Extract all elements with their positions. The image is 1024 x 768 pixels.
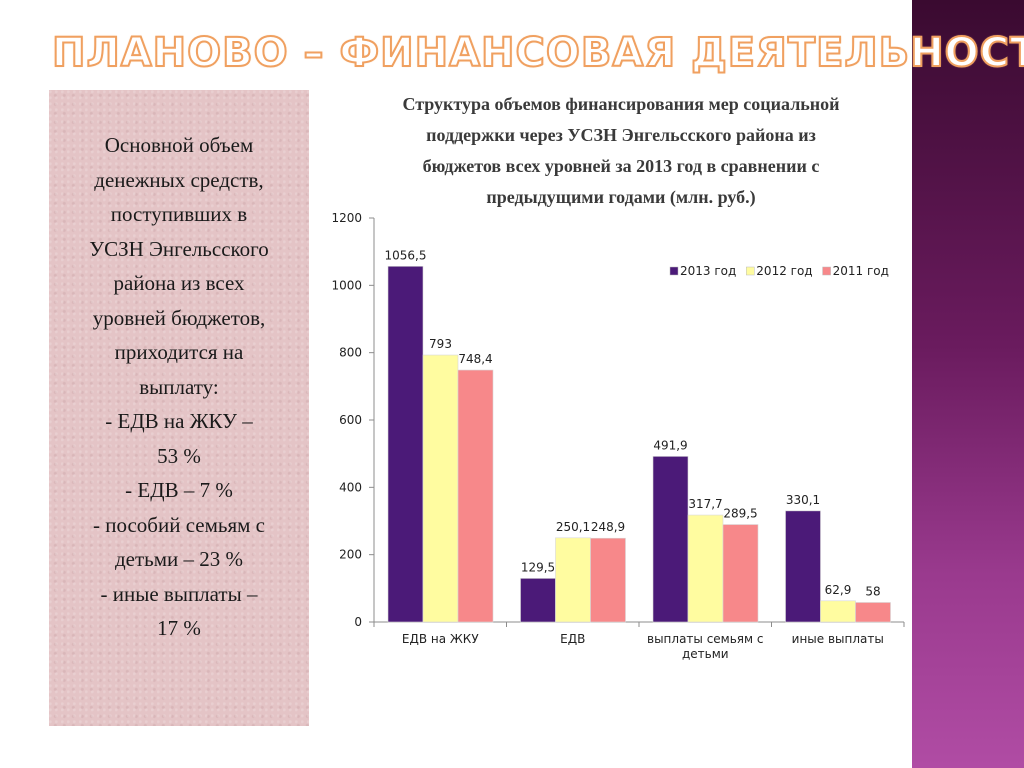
summary-line: - ЕДВ – 7 % bbox=[125, 478, 233, 502]
bar-2011-год bbox=[590, 537, 626, 623]
bar-2012-год bbox=[555, 537, 591, 623]
data-label: 1056,5 bbox=[385, 248, 427, 262]
x-tick-label: ЕДВ bbox=[560, 632, 585, 646]
chart-title-line: бюджетов всех уровней за 2013 год в срав… bbox=[422, 156, 820, 176]
summary-text: Основной объем денежных средств, поступивш… bbox=[59, 128, 299, 646]
x-tick-label: ЕДВ на ЖКУ bbox=[402, 632, 479, 646]
legend-swatch bbox=[669, 266, 679, 276]
summary-line: приходится на bbox=[114, 340, 244, 364]
x-tick-label: выплаты семьям с bbox=[647, 632, 763, 646]
legend-label: 2012 год bbox=[756, 264, 812, 278]
summary-line: 53 % bbox=[157, 443, 201, 468]
data-label: 250,1 bbox=[556, 520, 590, 534]
decorative-side-band bbox=[912, 0, 1024, 768]
chart-title: Структура объемов финансирования мер соц… bbox=[336, 89, 906, 213]
legend-swatch bbox=[822, 266, 831, 276]
bar-chart: 0 200 400 600 800 1000 1200 1056,5 793 748,4 ЕДВ н… bbox=[331, 211, 905, 661]
summary-line: - пособий семьям с bbox=[92, 512, 266, 537]
summary-line: района из всех bbox=[113, 271, 245, 295]
summary-panel: Основной объем денежных средств, поступивш… bbox=[49, 90, 309, 726]
summary-line: - иные выплаты – bbox=[100, 581, 258, 606]
data-label: 317,7 bbox=[688, 497, 722, 511]
summary-line: детьми – 23 % bbox=[114, 547, 244, 571]
data-label: 330,1 bbox=[786, 493, 820, 507]
summary-line: Основной объем bbox=[104, 133, 254, 157]
y-tick-label: 1000 bbox=[331, 278, 362, 292]
y-tick-label: 200 bbox=[339, 548, 362, 562]
y-tick-label: 1200 bbox=[331, 211, 362, 225]
bar-2012-год bbox=[687, 514, 724, 623]
bar-2013-год bbox=[387, 266, 424, 623]
y-tick-label: 400 bbox=[339, 480, 362, 494]
bar-2011-год bbox=[457, 369, 494, 623]
bar-2012-год bbox=[820, 600, 856, 623]
bar-2013-год bbox=[520, 578, 556, 623]
data-label: 748,4 bbox=[458, 352, 492, 366]
slide-title: ПЛАНОВО – ФИНАНСОВАЯ ДЕЯТЕЛЬНОСТЬ bbox=[51, 29, 1024, 77]
summary-line: поступивших в bbox=[110, 202, 248, 226]
bar-2011-год bbox=[722, 524, 759, 623]
x-tick-label: иные выплаты bbox=[792, 632, 884, 646]
bar-2013-год bbox=[785, 510, 821, 623]
data-label: 248,9 bbox=[591, 520, 625, 534]
data-label: 129,5 bbox=[521, 560, 555, 574]
summary-line: уровней бюджетов, bbox=[92, 305, 266, 330]
chart-title-line: предыдущими годами (млн. руб.) bbox=[486, 187, 756, 207]
legend-label: 2013 год bbox=[680, 264, 736, 278]
chart-title-line: поддержки через УСЗН Энгельсского района… bbox=[426, 125, 816, 145]
summary-line: выплату: bbox=[139, 374, 219, 399]
data-label: 793 bbox=[429, 337, 452, 351]
x-tick-label: детьми bbox=[682, 647, 729, 661]
bar-2013-год bbox=[652, 456, 689, 623]
chart-title-line: Структура объемов финансирования мер соц… bbox=[402, 94, 840, 114]
summary-line: 17 % bbox=[157, 616, 201, 640]
legend-label: 2011 год bbox=[833, 264, 889, 278]
y-tick-label: 0 bbox=[354, 615, 362, 629]
y-tick-label: 800 bbox=[339, 346, 362, 360]
summary-line: - ЕДВ на ЖКУ – bbox=[105, 409, 253, 433]
legend-swatch bbox=[746, 266, 755, 276]
y-tick-label: 600 bbox=[339, 413, 362, 427]
data-label: 58 bbox=[865, 584, 880, 598]
data-label: 289,5 bbox=[723, 507, 757, 521]
bar-2012-год bbox=[422, 354, 459, 623]
data-label: 62,9 bbox=[825, 583, 852, 597]
data-label: 491,9 bbox=[653, 438, 687, 452]
summary-line: УСЗН Энгельсского bbox=[89, 236, 269, 261]
summary-line: денежных средств, bbox=[94, 167, 264, 192]
bar-2011-год bbox=[855, 602, 891, 623]
